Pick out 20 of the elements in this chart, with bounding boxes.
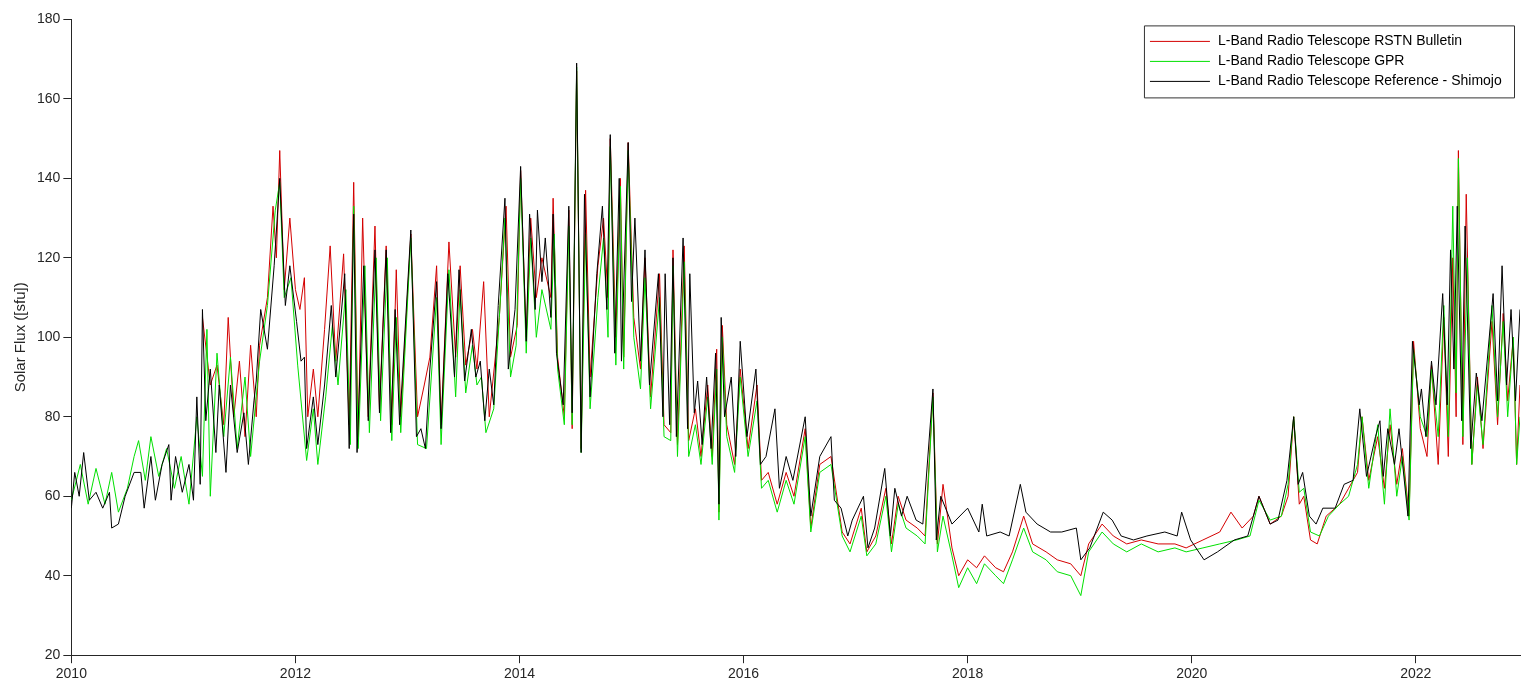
x-tick-label: 2014 <box>503 665 536 682</box>
y-tick-label: 60 <box>44 487 61 504</box>
x-tick-label: 2022 <box>1400 665 1432 682</box>
y-tick-label: 160 <box>37 89 61 106</box>
x-tick-label: 2016 <box>728 665 760 682</box>
y-tick-label: 100 <box>37 328 61 345</box>
y-tick-label: 140 <box>37 169 61 186</box>
x-tick-label: 2018 <box>952 665 984 682</box>
y-tick-label: 20 <box>44 646 61 663</box>
legend-label: L-Band Radio Telescope GPR <box>1217 52 1405 69</box>
x-tick-label: 2010 <box>55 665 88 682</box>
x-tick-label: 2020 <box>1176 665 1208 682</box>
y-tick-label: 40 <box>44 566 61 583</box>
y-axis-title: Solar Flux ([sfu]) <box>11 282 29 393</box>
legend-label: L-Band Radio Telescope Reference - Shimojo <box>1217 72 1502 89</box>
x-tick-label: 2012 <box>279 665 312 682</box>
y-tick-label: 180 <box>37 10 61 27</box>
y-tick-label: 120 <box>37 248 61 265</box>
legend-label: L-Band Radio Telescope RSTN Bulletin <box>1217 32 1463 49</box>
y-tick-label: 80 <box>44 407 61 424</box>
